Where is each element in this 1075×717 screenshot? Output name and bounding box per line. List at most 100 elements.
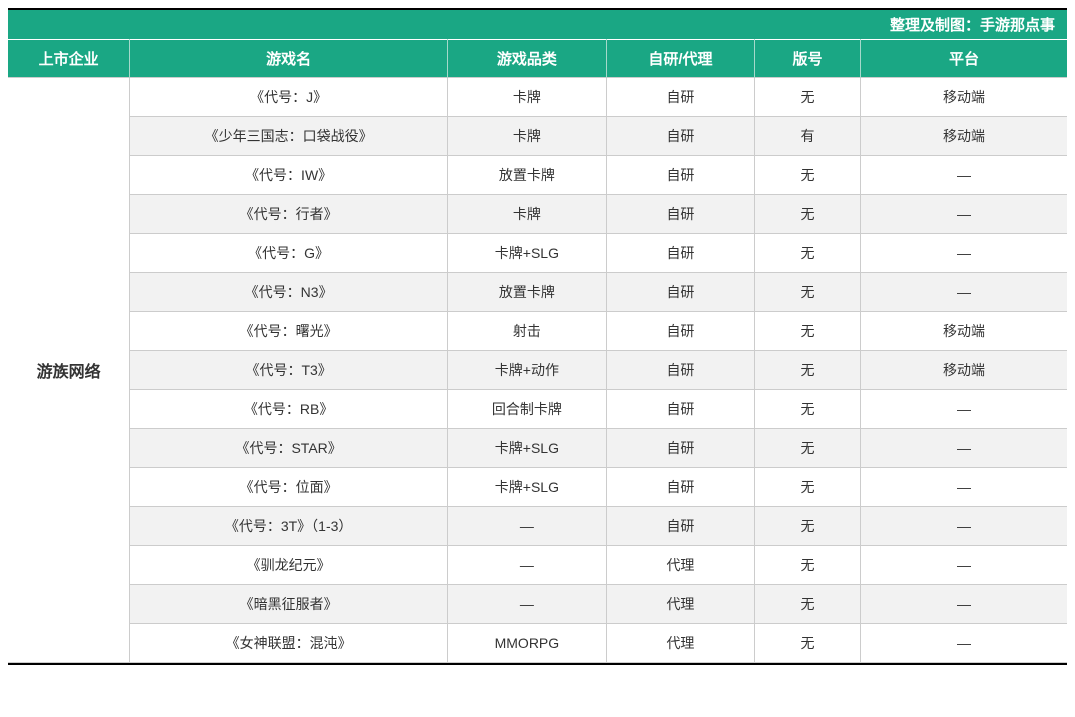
cell-game: 《代号：IW》 [130,156,448,195]
cell-category: 卡牌+SLG [447,429,606,468]
cell-license: 无 [755,585,861,624]
cell-game: 《代号：RB》 [130,390,448,429]
cell-game: 《少年三国志：口袋战役》 [130,117,448,156]
cell-devtype: 自研 [606,351,754,390]
cell-platform: — [860,546,1067,585]
cell-game: 《代号：曙光》 [130,312,448,351]
cell-devtype: 自研 [606,78,754,117]
cell-category: — [447,507,606,546]
col-header-license: 版号 [755,40,861,78]
cell-platform: — [860,273,1067,312]
cell-devtype: 自研 [606,117,754,156]
table-row: 《代号：G》卡牌+SLG自研无— [8,234,1067,273]
table-row: 《代号：曙光》射击自研无移动端 [8,312,1067,351]
cell-platform: — [860,234,1067,273]
cell-license: 无 [755,546,861,585]
cell-category: MMORPG [447,624,606,663]
table-row: 《代号：RB》回合制卡牌自研无— [8,390,1067,429]
col-header-platform: 平台 [860,40,1067,78]
cell-license: 无 [755,351,861,390]
cell-license: 无 [755,78,861,117]
cell-devtype: 自研 [606,234,754,273]
cell-license: 无 [755,507,861,546]
table-row: 《暗黑征服者》—代理无— [8,585,1067,624]
cell-license: 无 [755,156,861,195]
cell-category: 放置卡牌 [447,273,606,312]
cell-devtype: 自研 [606,429,754,468]
cell-platform: — [860,156,1067,195]
cell-game: 《代号：STAR》 [130,429,448,468]
cell-license: 有 [755,117,861,156]
cell-devtype: 自研 [606,312,754,351]
cell-devtype: 代理 [606,624,754,663]
cell-license: 无 [755,624,861,663]
cell-game: 《代号：位面》 [130,468,448,507]
cell-game: 《驯龙纪元》 [130,546,448,585]
table-row: 《驯龙纪元》—代理无— [8,546,1067,585]
cell-license: 无 [755,195,861,234]
table-row: 《代号：IW》放置卡牌自研无— [8,156,1067,195]
cell-platform: — [860,468,1067,507]
cell-game: 《代号：3T》（1-3） [130,507,448,546]
table-row: 《代号：行者》卡牌自研无— [8,195,1067,234]
cell-devtype: 自研 [606,195,754,234]
cell-platform: — [860,624,1067,663]
cell-game: 《代号：N3》 [130,273,448,312]
cell-license: 无 [755,312,861,351]
cell-category: — [447,585,606,624]
table-row: 《代号：N3》放置卡牌自研无— [8,273,1067,312]
cell-category: 回合制卡牌 [447,390,606,429]
cell-game: 《代号：J》 [130,78,448,117]
cell-game: 《暗黑征服者》 [130,585,448,624]
table-row: 《代号：3T》（1-3）—自研无— [8,507,1067,546]
cell-platform: — [860,585,1067,624]
cell-license: 无 [755,390,861,429]
col-header-category: 游戏品类 [447,40,606,78]
cell-platform: — [860,390,1067,429]
cell-game: 《代号：行者》 [130,195,448,234]
cell-devtype: 自研 [606,156,754,195]
table-row: 游族网络《代号：J》卡牌自研无移动端 [8,78,1067,117]
cell-category: 卡牌+SLG [447,468,606,507]
credit-bar: 整理及制图：手游那点事 [8,10,1067,39]
cell-platform: 移动端 [860,117,1067,156]
table-header-row: 上市企业 游戏名 游戏品类 自研/代理 版号 平台 [8,40,1067,78]
col-header-company: 上市企业 [8,40,130,78]
cell-platform: 移动端 [860,312,1067,351]
table-body: 游族网络《代号：J》卡牌自研无移动端《少年三国志：口袋战役》卡牌自研有移动端《代… [8,78,1067,663]
cell-license: 无 [755,273,861,312]
company-cell: 游族网络 [8,78,130,663]
col-header-devtype: 自研/代理 [606,40,754,78]
cell-license: 无 [755,429,861,468]
cell-devtype: 自研 [606,507,754,546]
cell-category: 卡牌+动作 [447,351,606,390]
cell-platform: 移动端 [860,78,1067,117]
cell-game: 《女神联盟：混沌》 [130,624,448,663]
table-row: 《代号：位面》卡牌+SLG自研无— [8,468,1067,507]
cell-platform: — [860,507,1067,546]
cell-devtype: 自研 [606,390,754,429]
table-row: 《少年三国志：口袋战役》卡牌自研有移动端 [8,117,1067,156]
cell-platform: — [860,195,1067,234]
col-header-game: 游戏名 [130,40,448,78]
cell-devtype: 代理 [606,585,754,624]
cell-platform: 移动端 [860,351,1067,390]
cell-category: 射击 [447,312,606,351]
cell-category: 卡牌 [447,117,606,156]
cell-license: 无 [755,468,861,507]
cell-devtype: 代理 [606,546,754,585]
cell-game: 《代号：G》 [130,234,448,273]
cell-platform: — [860,429,1067,468]
table-wrapper: 整理及制图：手游那点事 上市企业 游戏名 游戏品类 自研/代理 版号 平台 游族… [8,8,1067,665]
games-table: 上市企业 游戏名 游戏品类 自研/代理 版号 平台 游族网络《代号：J》卡牌自研… [8,39,1067,663]
cell-category: 卡牌 [447,78,606,117]
cell-category: — [447,546,606,585]
cell-category: 卡牌 [447,195,606,234]
cell-devtype: 自研 [606,273,754,312]
table-row: 《代号：STAR》卡牌+SLG自研无— [8,429,1067,468]
table-row: 《女神联盟：混沌》MMORPG代理无— [8,624,1067,663]
cell-category: 卡牌+SLG [447,234,606,273]
table-row: 《代号：T3》卡牌+动作自研无移动端 [8,351,1067,390]
cell-license: 无 [755,234,861,273]
cell-devtype: 自研 [606,468,754,507]
